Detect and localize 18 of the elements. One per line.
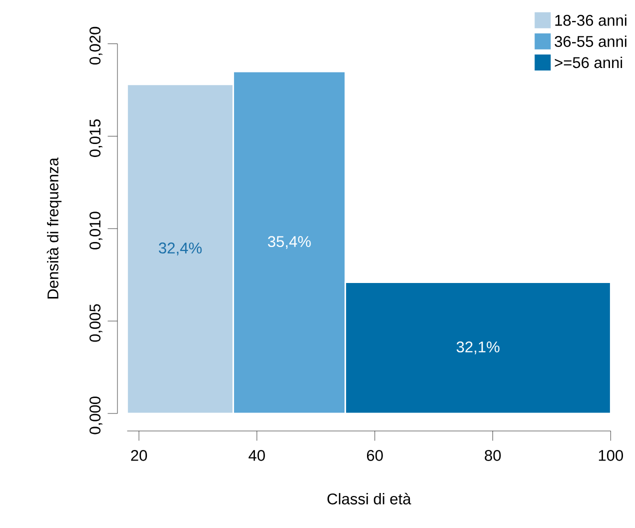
x-tick-label: 100	[598, 450, 624, 461]
x-tick-label: 80	[484, 450, 501, 461]
y-tick-label: 0,010	[90, 212, 102, 250]
y-tick-label: 0,015	[90, 119, 102, 157]
legend-label: 18-36 anni	[555, 14, 626, 26]
legend-label: 36-55 anni	[554, 35, 626, 47]
x-tick-label: 20	[131, 450, 147, 461]
annotation: 32,1%	[456, 341, 500, 354]
annotation: 32,4%	[158, 242, 202, 256]
x-tick-label: 60	[366, 450, 383, 461]
annotation: 35,4%	[268, 236, 311, 249]
y-tick-label: 0,005	[90, 304, 102, 342]
legend-label: >=56 anni	[554, 56, 622, 68]
y-tick-label: 0,020	[90, 26, 102, 64]
y-axis-title: Densità di frequenza	[46, 157, 62, 298]
x-tick-label: 40	[248, 450, 265, 461]
x-axis-title: Classi di età	[327, 492, 412, 504]
y-tick-label: 0,000	[90, 396, 102, 434]
